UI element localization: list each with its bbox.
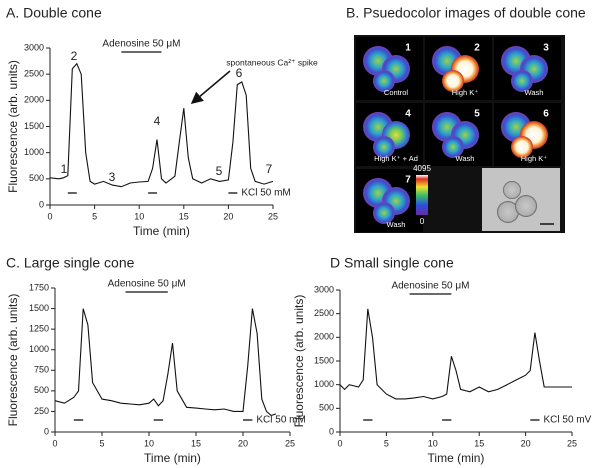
cell	[442, 70, 464, 92]
x-tick-label: 20	[223, 211, 233, 221]
y-tick-label: 1750	[29, 282, 49, 292]
y-tick-label: 250	[34, 406, 49, 416]
x-axis-label: Time (min)	[133, 224, 190, 238]
annotation: spontaneous Ca²⁺ spike	[226, 57, 318, 67]
tile-caption: Wash	[456, 154, 475, 163]
y-tick-label: 1250	[29, 324, 49, 334]
y-tick-label: 750	[34, 365, 49, 375]
x-tick-label: 20	[521, 438, 531, 448]
y-tick-label: 0	[39, 199, 44, 209]
annotation-arrow	[190, 70, 231, 104]
x-tick-label: 10	[144, 438, 154, 448]
colorbar-max: 4095	[413, 164, 431, 173]
stimulus-label: Adenosine 50 μM	[102, 39, 180, 50]
x-tick-label: 25	[567, 438, 577, 448]
x-tick-label: 5	[92, 211, 97, 221]
y-tick-label: 3000	[314, 284, 334, 294]
x-tick-label: 0	[47, 211, 52, 221]
y-tick-label: 0	[329, 426, 334, 436]
x-tick-label: 25	[285, 438, 295, 448]
photo-cell	[497, 201, 519, 223]
chart-title: C. Large single cone	[6, 255, 135, 271]
x-tick-label: 5	[384, 438, 389, 448]
chart-title: A. Double cone	[6, 5, 102, 21]
x-tick-label: 10	[134, 211, 144, 221]
stimulus-label: KCl 50 mM	[241, 188, 290, 199]
y-tick-label: 500	[319, 403, 334, 413]
y-tick-label: 500	[34, 385, 49, 395]
y-tick-label: 2500	[24, 69, 44, 79]
trace	[49, 62, 274, 188]
x-axis-label: Time (min)	[144, 451, 201, 465]
y-axis-label: Fluorescence (arb. units)	[292, 295, 306, 428]
peak-label: 2	[71, 49, 78, 63]
y-tick-label: 2000	[314, 332, 334, 342]
tile-caption: Wash	[525, 88, 544, 97]
tile-caption: High K⁺ + Ad	[374, 154, 418, 163]
tile-number: 7	[405, 175, 411, 186]
x-axis-label: Time (min)	[428, 451, 485, 465]
tile-caption: Wash	[387, 220, 406, 229]
tile-caption: Control	[384, 88, 409, 97]
tile-number: 1	[405, 43, 411, 54]
chart-title: D Small single cone	[330, 255, 454, 271]
y-tick-label: 1500	[29, 303, 49, 313]
peak-label: 4	[154, 114, 161, 128]
tile-number: 3	[543, 43, 549, 54]
stimulus-label: KCl 50 mV	[544, 415, 592, 426]
peak-label: 1	[61, 162, 68, 176]
cell	[511, 136, 533, 158]
y-tick-label: 0	[44, 426, 49, 436]
stimulus-label: Adenosine 50 μM	[391, 281, 469, 292]
peak-label: 3	[109, 170, 116, 184]
x-tick-label: 5	[99, 438, 104, 448]
cell	[373, 202, 395, 224]
x-tick-label: 10	[428, 438, 438, 448]
colorbar-min: 0	[420, 217, 425, 226]
photo-cell	[503, 181, 521, 199]
y-axis-label: Fluorescence (arb. units)	[6, 60, 20, 193]
x-tick-label: 15	[179, 211, 189, 221]
trace	[54, 308, 277, 417]
trace	[339, 308, 572, 400]
x-tick-label: 0	[52, 438, 57, 448]
panel-title: B. Psuedocolor images of double cone	[346, 5, 586, 21]
y-tick-label: 1000	[314, 379, 334, 389]
cell	[373, 70, 395, 92]
tile-caption: High K⁺	[521, 154, 548, 163]
x-tick-label: 20	[238, 438, 248, 448]
stimulus-label: Adenosine 50 μM	[108, 279, 186, 290]
peak-label: 7	[266, 162, 273, 176]
peak-label: 6	[236, 66, 243, 80]
tile-caption: High K⁺	[452, 88, 479, 97]
y-axis-label: Fluorescence (arb. units)	[6, 294, 20, 427]
tile-number: 2	[474, 43, 480, 54]
x-tick-label: 15	[474, 438, 484, 448]
tile-number: 6	[543, 109, 549, 120]
x-tick-label: 15	[191, 438, 201, 448]
x-tick-label: 0	[337, 438, 342, 448]
cell	[511, 70, 533, 92]
y-tick-label: 1000	[29, 344, 49, 354]
photo-cell	[515, 195, 537, 217]
y-tick-label: 2000	[24, 95, 44, 105]
peak-label: 5	[216, 164, 223, 178]
y-tick-label: 1000	[24, 147, 44, 157]
tile-number: 5	[474, 109, 480, 120]
cell	[373, 136, 395, 158]
colorbar	[416, 175, 428, 215]
cell	[442, 136, 464, 158]
y-tick-label: 500	[29, 173, 44, 183]
y-tick-label: 1500	[314, 355, 334, 365]
tile-number: 4	[405, 109, 411, 120]
x-tick-label: 25	[268, 211, 278, 221]
y-tick-label: 3000	[24, 42, 44, 52]
y-tick-label: 2500	[314, 308, 334, 318]
y-tick-label: 1500	[24, 121, 44, 131]
stimulus-label: KCl 50 mM	[256, 415, 305, 426]
